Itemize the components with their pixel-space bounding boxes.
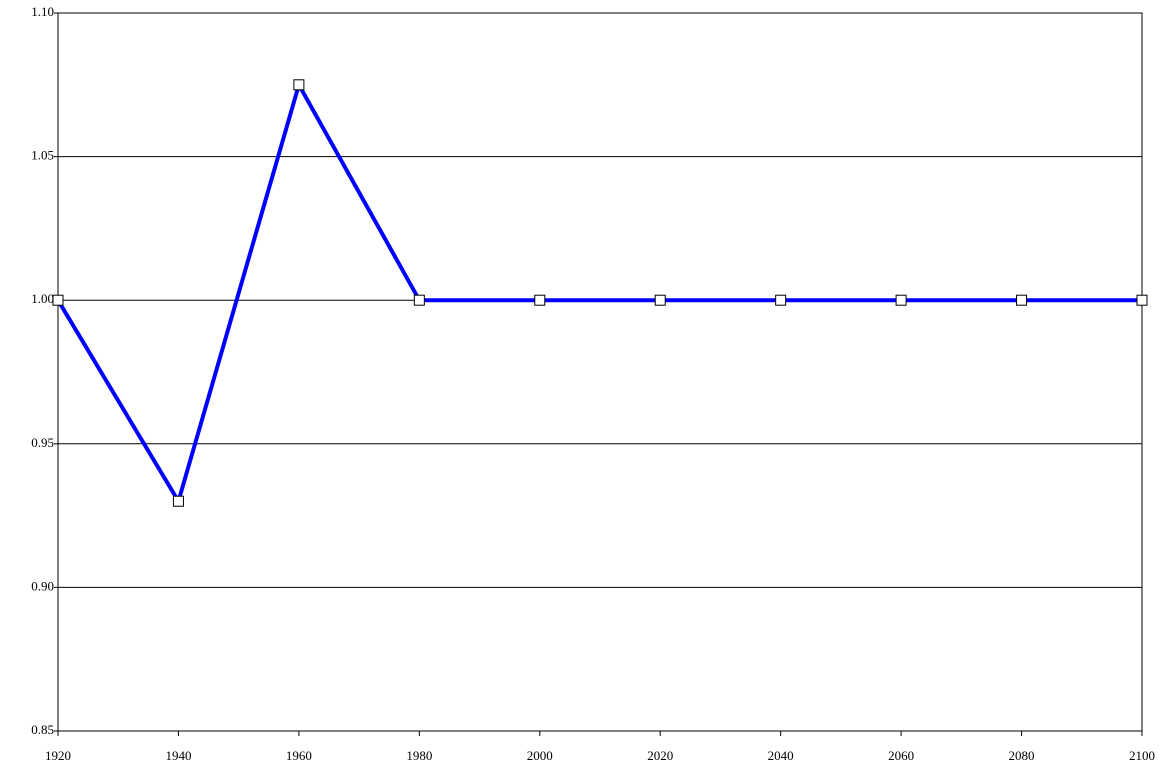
marker (534, 294, 546, 306)
marker (654, 294, 666, 306)
y-tick-label: 1.05 (31, 148, 54, 163)
x-tick-label: 1920 (45, 748, 71, 763)
x-tick-label: 1940 (165, 748, 191, 763)
marker (895, 294, 907, 306)
marker (1016, 294, 1028, 306)
plot-border (57, 12, 1143, 732)
x-tick-label: 1960 (286, 748, 312, 763)
x-tick-label: 2100 (1129, 748, 1155, 763)
marker (775, 294, 787, 306)
y-tick-label: 0.85 (31, 722, 54, 737)
marker (293, 79, 305, 91)
marker (413, 294, 425, 306)
y-tick-label: 1.10 (31, 4, 54, 19)
x-tick-label: 2040 (768, 748, 794, 763)
marker (1136, 294, 1148, 306)
x-tick-label: 1980 (406, 748, 432, 763)
y-tick-label: 1.00 (31, 291, 54, 306)
y-tick-label: 0.95 (31, 435, 54, 450)
data-line (56, 82, 1142, 504)
x-tick-label: 2060 (888, 748, 914, 763)
x-tick-label: 2080 (1009, 748, 1035, 763)
marker (52, 294, 64, 306)
y-tick-label: 0.90 (31, 578, 54, 593)
x-tick-label: 2000 (527, 748, 553, 763)
x-tick-label: 2020 (647, 748, 673, 763)
marker (172, 495, 184, 507)
